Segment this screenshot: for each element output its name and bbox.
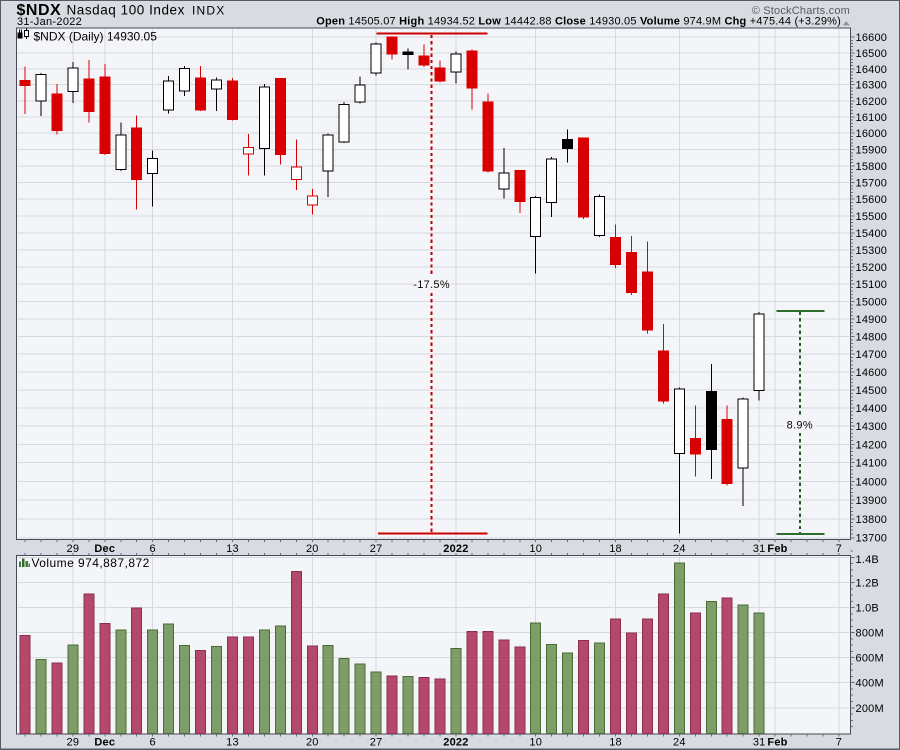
svg-text:6: 6	[150, 543, 156, 555]
svg-text:14700: 14700	[856, 349, 888, 361]
svg-text:15600: 15600	[856, 194, 888, 206]
svg-text:24: 24	[673, 543, 686, 555]
svg-text:Feb: Feb	[767, 737, 787, 749]
svg-text:8.9%: 8.9%	[787, 419, 813, 431]
svg-text:Open 14505.07 High 14934.52 Lo: Open 14505.07 High 14934.52 Low 14442.88…	[316, 16, 841, 28]
svg-text:10: 10	[529, 737, 542, 749]
svg-text:15200: 15200	[856, 262, 888, 274]
svg-text:14200: 14200	[856, 439, 888, 451]
svg-text:Volume 974,887,872: Volume 974,887,872	[32, 556, 150, 570]
svg-text:15500: 15500	[856, 211, 888, 223]
svg-text:16100: 16100	[856, 112, 888, 124]
svg-text:-17.5%: -17.5%	[413, 279, 450, 291]
svg-text:2022: 2022	[443, 737, 468, 749]
svg-text:14500: 14500	[856, 385, 888, 397]
svg-text:18: 18	[609, 543, 622, 555]
svg-text:20: 20	[306, 543, 319, 555]
svg-text:27: 27	[370, 543, 383, 555]
svg-text:13900: 13900	[856, 495, 888, 507]
svg-text:20: 20	[306, 737, 319, 749]
svg-text:10: 10	[529, 543, 542, 555]
svg-text:Dec: Dec	[94, 543, 115, 555]
svg-text:16300: 16300	[856, 80, 888, 92]
svg-text:31-Jan-2022: 31-Jan-2022	[17, 16, 82, 28]
svg-text:400M: 400M	[856, 678, 884, 690]
svg-text:15800: 15800	[856, 161, 888, 173]
svg-text:1.2B: 1.2B	[856, 578, 879, 590]
svg-text:$NDX: $NDX	[17, 2, 62, 19]
svg-text:15000: 15000	[856, 296, 888, 308]
svg-text:14000: 14000	[856, 476, 888, 488]
svg-text:13: 13	[226, 543, 239, 555]
svg-text:15100: 15100	[856, 279, 888, 291]
svg-text:24: 24	[673, 737, 686, 749]
svg-text:1.4B: 1.4B	[856, 554, 879, 566]
svg-text:1.0B: 1.0B	[856, 603, 879, 615]
svg-text:14100: 14100	[856, 458, 888, 470]
svg-text:14300: 14300	[856, 421, 888, 433]
svg-text:Feb: Feb	[767, 543, 787, 555]
svg-text:INDX: INDX	[192, 4, 225, 18]
svg-text:6: 6	[150, 737, 156, 749]
svg-text:Nasdaq 100 Index: Nasdaq 100 Index	[67, 3, 185, 18]
svg-text:15900: 15900	[856, 145, 888, 157]
svg-text:15400: 15400	[856, 228, 888, 240]
svg-text:31: 31	[753, 737, 766, 749]
svg-text:16000: 16000	[856, 128, 888, 140]
svg-text:18: 18	[609, 737, 622, 749]
svg-text:600M: 600M	[856, 653, 884, 665]
svg-text:27: 27	[370, 737, 383, 749]
svg-text:7: 7	[836, 737, 842, 749]
svg-text:13700: 13700	[856, 533, 888, 545]
svg-text:29: 29	[67, 543, 80, 555]
svg-text:15700: 15700	[856, 178, 888, 190]
svg-text:14800: 14800	[856, 331, 888, 343]
svg-text:13800: 13800	[856, 514, 888, 526]
svg-text:31: 31	[753, 543, 766, 555]
svg-text:16200: 16200	[856, 96, 888, 108]
svg-text:14400: 14400	[856, 403, 888, 415]
svg-text:13: 13	[226, 737, 239, 749]
svg-text:16400: 16400	[856, 64, 888, 76]
svg-text:200M: 200M	[856, 703, 884, 715]
svg-text:14900: 14900	[856, 314, 888, 326]
svg-text:16600: 16600	[856, 32, 888, 44]
svg-text:29: 29	[67, 737, 80, 749]
svg-text:2022: 2022	[443, 543, 468, 555]
svg-text:7: 7	[836, 543, 842, 555]
svg-text:800M: 800M	[856, 628, 884, 640]
svg-text:14600: 14600	[856, 367, 888, 379]
svg-text:$NDX (Daily) 14930.05: $NDX (Daily) 14930.05	[34, 30, 158, 44]
svg-text:© StockCharts.com: © StockCharts.com	[752, 5, 850, 17]
svg-text:Dec: Dec	[94, 737, 115, 749]
svg-text:16500: 16500	[856, 48, 888, 60]
svg-text:15300: 15300	[856, 245, 888, 257]
